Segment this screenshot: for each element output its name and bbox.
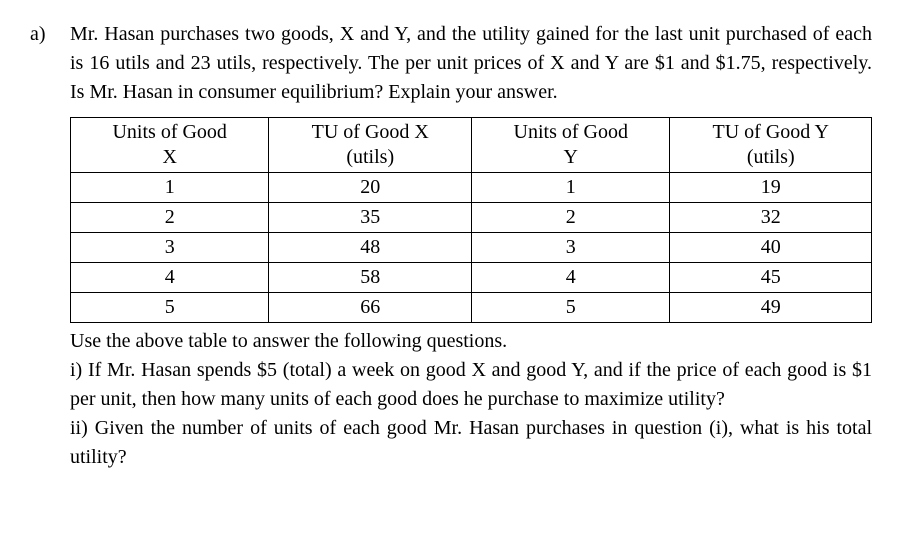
header-text: X [162,146,176,168]
cell: 20 [269,173,472,203]
header-tu-y: TU of Good Y (utils) [670,118,872,173]
cell: 66 [269,293,472,323]
utility-table: Units of Good X TU of Good X (utils) Uni… [70,117,872,323]
question-a: a) Mr. Hasan purchases two goods, X and … [30,20,872,472]
header-text: Units of Good [514,121,628,143]
cell: 5 [71,293,269,323]
table-row: 3 48 3 40 [71,233,872,263]
header-text: TU of Good Y [713,121,829,143]
header-text: (utils) [346,146,394,168]
table-row: 2 35 2 32 [71,203,872,233]
sub-question-i: i) If Mr. Hasan spends $5 (total) a week… [70,356,872,414]
header-text: Units of Good [112,121,226,143]
cell: 2 [472,203,670,233]
intro-paragraph: Mr. Hasan purchases two goods, X and Y, … [70,20,872,107]
sub-question-ii: ii) Given the number of units of each go… [70,414,872,472]
header-text: TU of Good X [312,121,429,143]
header-units-x: Units of Good X [71,118,269,173]
question-label: a) [30,20,70,49]
cell: 48 [269,233,472,263]
header-units-y: Units of Good Y [472,118,670,173]
cell: 35 [269,203,472,233]
cell: 40 [670,233,872,263]
question-body: Mr. Hasan purchases two goods, X and Y, … [70,20,872,472]
cell: 4 [472,263,670,293]
cell: 45 [670,263,872,293]
table-row: 1 20 1 19 [71,173,872,203]
cell: 3 [71,233,269,263]
cell: 1 [472,173,670,203]
header-text: (utils) [747,146,795,168]
cell: 32 [670,203,872,233]
header-text: Y [564,146,578,168]
cell: 2 [71,203,269,233]
header-tu-x: TU of Good X (utils) [269,118,472,173]
table-instruction: Use the above table to answer the follow… [70,327,872,356]
cell: 3 [472,233,670,263]
cell: 5 [472,293,670,323]
cell: 58 [269,263,472,293]
cell: 4 [71,263,269,293]
table-header-row: Units of Good X TU of Good X (utils) Uni… [71,118,872,173]
cell: 19 [670,173,872,203]
cell: 49 [670,293,872,323]
table-row: 4 58 4 45 [71,263,872,293]
cell: 1 [71,173,269,203]
table-row: 5 66 5 49 [71,293,872,323]
